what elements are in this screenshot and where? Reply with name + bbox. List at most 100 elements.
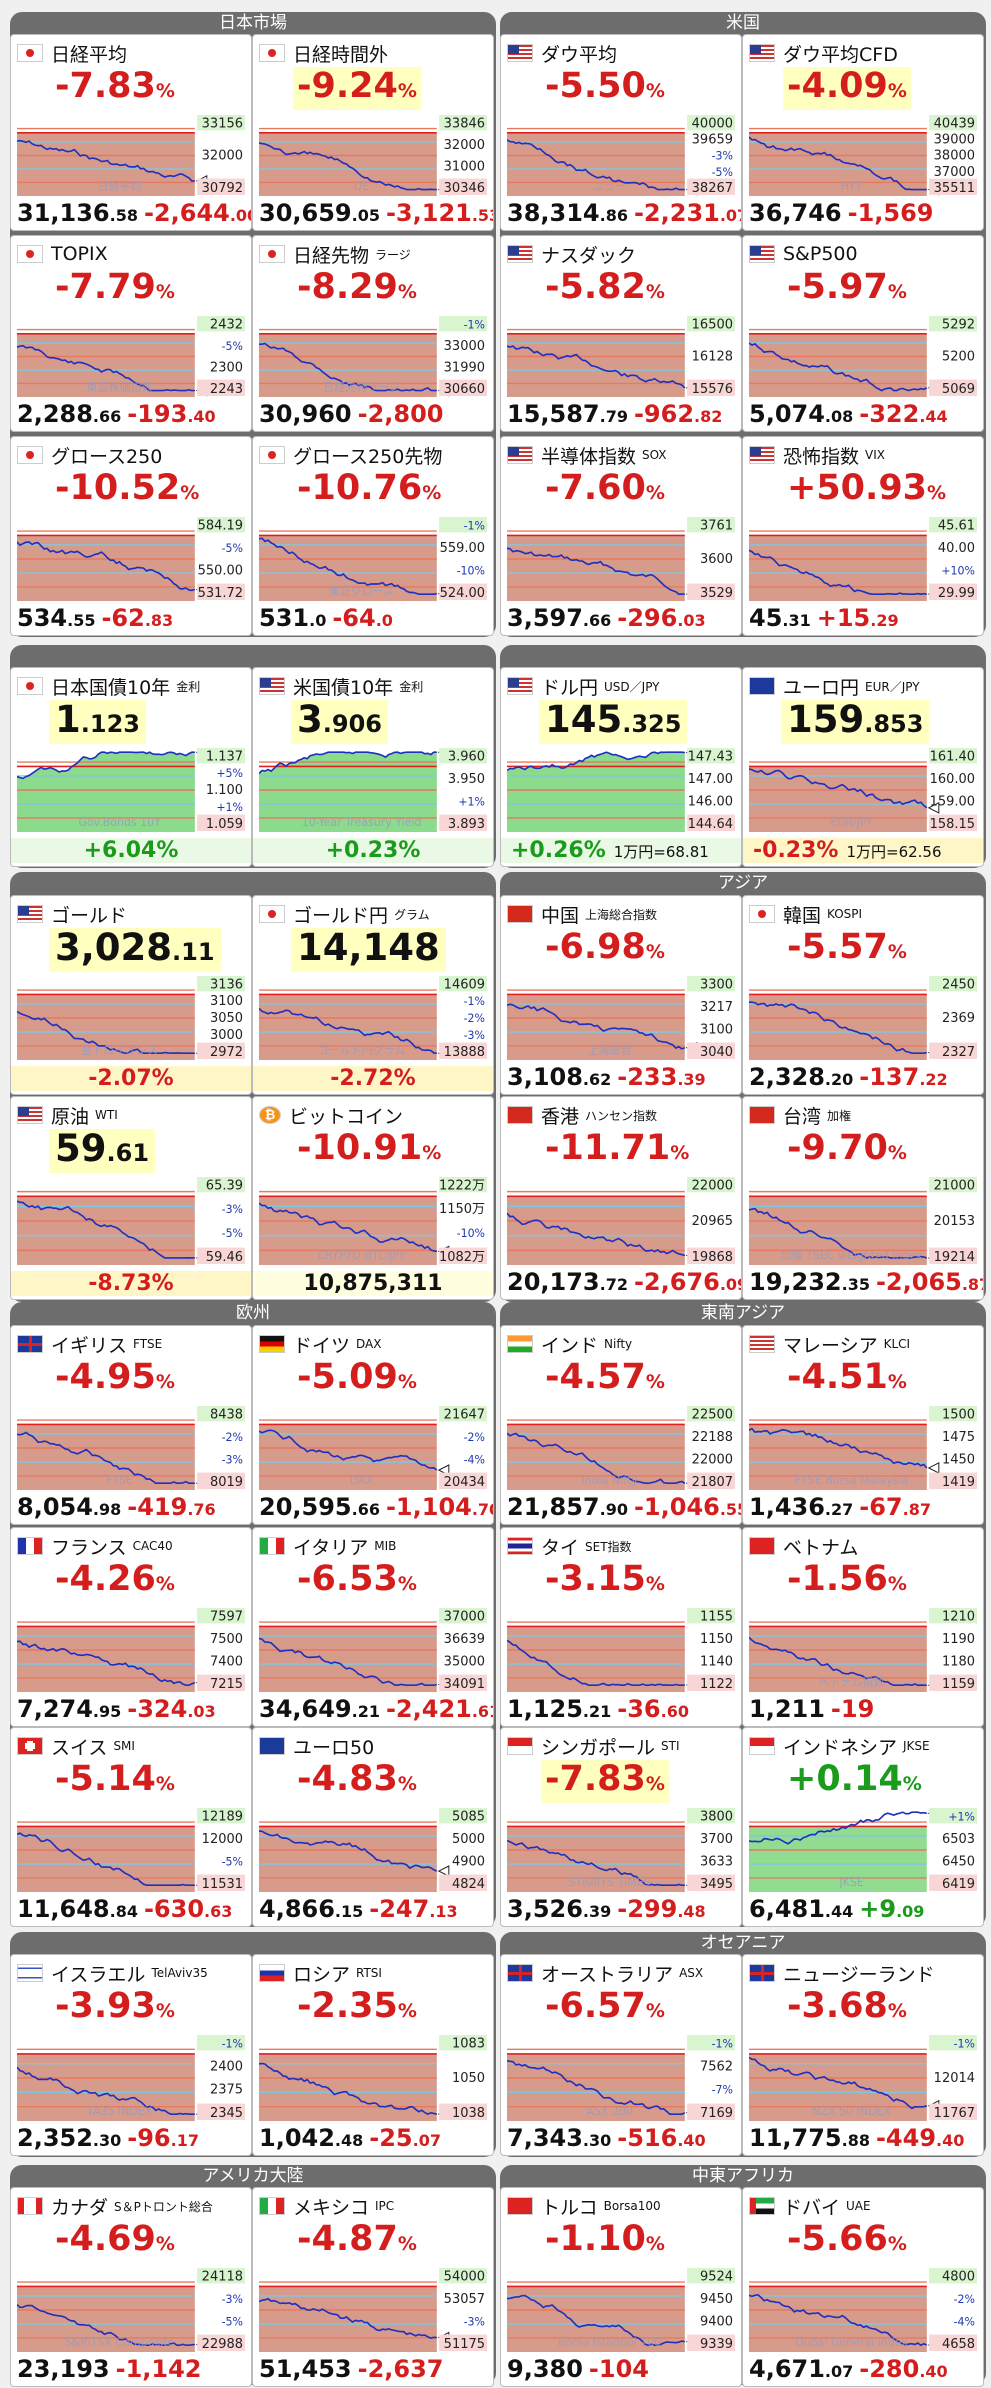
market-tile[interactable]: マレーシア KLCI -4.51% 1500 1475 1450 1419 FTSE Burs… — [742, 1325, 984, 1525]
price-chart[interactable]: 1210 1190 1180 1159 ベトナム指数 — [749, 1608, 977, 1692]
market-tile[interactable]: インド Nifty -4.57% 22500 22188 22000 21807 India … — [500, 1325, 742, 1525]
price-chart[interactable]: 147.43 147.00 146.00 144.64 — [507, 748, 735, 832]
price-chart[interactable]: 12189 12000 -5% 11531 — [17, 1808, 245, 1892]
price-chart[interactable]: -1% 559.00 -10% 524.00 東証グロース — [259, 517, 487, 601]
market-tile[interactable]: ゴールド 3,028.11 3136 3100 3050 3000 2972 金トロイオンス -… — [10, 895, 252, 1095]
chart-area: 161.40 160.00 159.00 158.15 EUR/JPY — [749, 748, 977, 832]
price-chart[interactable]: 22500 22188 22000 21807 India Nifty — [507, 1406, 735, 1490]
market-tile[interactable]: 日経先物 ラージ -8.29% -1% 33000 31990 30660 日経先物ラージ 30… — [252, 235, 494, 432]
price-chart[interactable]: 21647 -2% -4% 20434 DAX — [259, 1406, 487, 1490]
price-chart[interactable]: 1.137 +5% 1.100 +1% 1.059 Gov.Bonds 10Y — [17, 748, 245, 832]
price-chart[interactable]: 5292 5200 5069 — [749, 316, 977, 397]
market-tile[interactable]: グロース250先物 -10.76% -1% 559.00 -10% 524.00 東証グロー… — [252, 436, 494, 636]
market-tile[interactable]: ₿ ビットコイン -10.91% 1222万 1150万 -10% 1082万 CRYPTO … — [252, 1096, 494, 1300]
market-tile[interactable]: イギリス FTSE -4.95% 8438 -2% -3% 8019 FTSE 8,054.98… — [10, 1325, 252, 1525]
market-tile[interactable]: インドネシア JKSE +0.14% +1% 6503 6450 6419 JKSE 6,481… — [742, 1727, 984, 1927]
price-chart[interactable]: 1500 1475 1450 1419 FTSE Bursa Malaysia — [749, 1406, 977, 1490]
market-tile[interactable]: イスラエル TelAviv35 -3.93% -1% 2400 2375 2345 TA35 … — [10, 1954, 252, 2156]
market-subtitle: 上海総合指数 — [585, 907, 658, 922]
market-tile[interactable]: ユーロ円 EUR／JPY 159.853 161.40 160.00 159.00 158.… — [742, 667, 984, 867]
price-chart[interactable]: 2432 -5% 2300 2243 東証株価指数 — [17, 316, 245, 397]
market-tile[interactable]: ニュージーランド -3.68% -1% 12014 11767 NZX 50 INDEX 1… — [742, 1954, 984, 2156]
price-chart[interactable]: 54000 53057 -3% 51175 — [259, 2268, 487, 2352]
market-tile[interactable]: カナダ S＆Pトロント総合 -4.69% 24118 -3% -5% 22988 S&P/TS… — [10, 2187, 252, 2387]
price-chart[interactable]: 14609 -1% -2% -3% 13888 ゴールド円グラム — [259, 976, 487, 1060]
price-chart[interactable]: 22000 20965 19868 — [507, 1177, 735, 1265]
market-tile[interactable]: 香港 ハンセン指数 -11.71% 22000 20965 19868 20,173.72-… — [500, 1096, 742, 1300]
market-tile[interactable]: TOPIX -7.79% 2432 -5% 2300 2243 東証株価指数 2,288.66… — [10, 235, 252, 432]
price-chart[interactable]: 7597 7500 7400 7215 — [17, 1608, 245, 1692]
market-tile[interactable]: フランス CAC40 -4.26% 7597 7500 7400 7215 7,274.95-… — [10, 1527, 252, 1727]
price-chart[interactable]: 33846 32000 31000 30346 DE — [259, 115, 487, 196]
price-chart[interactable]: 3136 3100 3050 3000 2972 金トロイオンス — [17, 976, 245, 1060]
market-tile[interactable]: ベトナム -1.56% 1210 1190 1180 1159 ベトナム指数 1,211 -19 — [742, 1527, 984, 1727]
market-tile[interactable]: 日経時間外 -9.24% 33846 32000 31000 30346 DE 30,659.… — [252, 34, 494, 231]
market-tile[interactable]: 米国債10年 金利 3.906 3.960 3.950 +1% 3.893 10-Year T… — [252, 667, 494, 867]
chart-area: 22000 20965 19868 — [507, 1177, 735, 1265]
market-tile[interactable]: 中国 上海総合指数 -6.98% 3300 3217 3100 3040 上海総合 3,108.… — [500, 895, 742, 1095]
axis-tick: 3100 — [210, 994, 243, 1009]
market-tile[interactable]: ダウ平均 -5.50% 40000 39659 -3% -5% 38267 ニュー 38,314… — [500, 34, 742, 231]
price-chart[interactable]: 3761 3600 3529 — [507, 517, 735, 601]
market-tile[interactable]: ドル円 USD／JPY 145.325 147.43 147.00 146.00 144.6… — [500, 667, 742, 867]
price-chart[interactable]: 1083 1050 1038 — [259, 2035, 487, 2121]
price-chart[interactable]: 3800 3700 3633 3495 STRAITS TIMES — [507, 1808, 735, 1892]
axis-tick: 3217 — [700, 1000, 733, 1015]
axis-tick: -4% — [464, 1453, 485, 1466]
market-tile[interactable]: 日本国債10年 金利 1.123 1.137 +5% 1.100 +1% 1.059 Gov.B… — [10, 667, 252, 867]
market-tile[interactable]: ゴールド円 グラム 14,148 14609 -1% -2% -3% 13888 ゴールド円グラ… — [252, 895, 494, 1095]
market-tile[interactable]: 恐怖指数 VIX +50.93% 45.61 40.00 +10% 29.99 45.31 +1… — [742, 436, 984, 636]
price-chart[interactable]: 16500 16128 15576 — [507, 316, 735, 397]
market-tile[interactable]: イタリア MIB -6.53% 37000 36639 35000 34091 34,649.… — [252, 1527, 494, 1727]
market-tile[interactable]: S&P500 -5.97% 5292 5200 5069 5,074.08 -322.44 — [742, 235, 984, 432]
price-chart[interactable]: 4800 -2% -4% 4658 Dubai General Index — [749, 2268, 977, 2352]
price-chart[interactable]: 5085 5000 4900 4824 — [259, 1808, 487, 1892]
price-chart[interactable]: 3300 3217 3100 3040 上海総合 — [507, 976, 735, 1060]
price-chart[interactable]: 8438 -2% -3% 8019 FTSE — [17, 1406, 245, 1490]
price-footer: 2,328.20 -137.22 — [749, 1063, 948, 1091]
market-tile[interactable]: グロース250 -10.52% 584.19 -5% 550.00 531.72 534.5… — [10, 436, 252, 636]
market-tile[interactable]: ユーロ50 -4.83% 5085 5000 4900 4824 4,866.15 -247.… — [252, 1727, 494, 1927]
price-chart[interactable]: 45.61 40.00 +10% 29.99 — [749, 517, 977, 601]
market-tile[interactable]: トルコ Borsa100 -1.10% 9524 9450 9400 9339 Borsa I… — [500, 2187, 742, 2387]
market-tile[interactable]: タイ SET指数 -3.15% 1155 1150 1140 1122 1,125.21 -36… — [500, 1527, 742, 1727]
axis-tick: 30792 — [202, 181, 243, 196]
market-tile[interactable]: メキシコ IPC -4.87% 54000 53057 -3% 51175 51,453 -2,… — [252, 2187, 494, 2387]
price-chart[interactable]: 2450 2369 2327 — [749, 976, 977, 1060]
market-tile[interactable]: ドイツ DAX -5.09% 21647 -2% -4% 20434 DAX 20,595.66… — [252, 1325, 494, 1525]
market-tile[interactable]: オーストラリア ASX -6.57% -1% 7562 -7% 7169 ASX 200 7,3… — [500, 1954, 742, 2156]
price-chart[interactable]: 161.40 160.00 159.00 158.15 EUR/JPY — [749, 748, 977, 832]
market-tile[interactable]: 台湾 加権 -9.70% 21000 20153 19214 加権 TSEC weighte… — [742, 1096, 984, 1300]
price-chart[interactable]: -1% 2400 2375 2345 TA35 INDEX — [17, 2035, 245, 2121]
price-chart[interactable]: 21000 20153 19214 加権 TSEC weighted Index — [749, 1177, 977, 1265]
market-tile[interactable]: スイス SMI -5.14% 12189 12000 -5% 11531 11,648.84-… — [10, 1727, 252, 1927]
price-chart[interactable]: 33156 32000 30792 日経平均 — [17, 115, 245, 196]
point-change: -25.07 — [369, 2124, 441, 2152]
price-chart[interactable]: 3.960 3.950 +1% 3.893 10-Year Treasury Yield — [259, 748, 487, 832]
market-name: 香港 ハンセン指数 — [507, 1101, 657, 1129]
market-tile[interactable]: ロシア RTSI -2.35% 1083 1050 1038 1,042.48 -25.07 — [252, 1954, 494, 2156]
price-chart[interactable]: 1222万 1150万 -10% 1082万 CRYPTO BTC/JPY — [259, 1177, 487, 1265]
market-tile[interactable]: 原油 WTI 59.61 65.39 -3% -5% 59.46 -8.73% — [10, 1096, 252, 1300]
market-tile[interactable]: ダウ平均CFD -4.09% 40439 39000 38000 37000 35511 HY… — [742, 34, 984, 231]
price-chart[interactable]: 65.39 -3% -5% 59.46 — [17, 1177, 245, 1265]
market-tile[interactable]: ナスダック -5.82% 16500 16128 15576 15,587.79 -962.… — [500, 235, 742, 432]
market-tile[interactable]: 日経平均 -7.83% 33156 32000 30792 日経平均 31,136.58 -2… — [10, 34, 252, 231]
point-change: -3,121.53 — [385, 199, 493, 227]
price-chart[interactable]: +1% 6503 6450 6419 JKSE — [749, 1808, 977, 1892]
price-chart[interactable]: 24118 -3% -5% 22988 S&P/TSX Composite — [17, 2268, 245, 2352]
price-chart[interactable]: 584.19 -5% 550.00 531.72 — [17, 517, 245, 601]
price-chart[interactable]: -1% 33000 31990 30660 日経先物ラージ — [259, 316, 487, 397]
price-chart[interactable]: 1155 1150 1140 1122 — [507, 1608, 735, 1692]
point-change: -1,142 — [115, 2355, 202, 2383]
market-tile[interactable]: ドバイ UAE -5.66% 4800 -2% -4% 4658 Dubai General … — [742, 2187, 984, 2387]
price-chart[interactable]: -1% 7562 -7% 7169 ASX 200 — [507, 2035, 735, 2121]
price-chart[interactable]: 9524 9450 9400 9339 Borsa Istanbul 100 — [507, 2268, 735, 2352]
market-tile[interactable]: シンガポール STI -7.83% 3800 3700 3633 3495 STRAITS T… — [500, 1727, 742, 1927]
market-tile[interactable]: 韓国 KOSPI -5.57% 2450 2369 2327 2,328.20 -137.22 — [742, 895, 984, 1095]
price-chart[interactable]: 37000 36639 35000 34091 — [259, 1608, 487, 1692]
market-tile[interactable]: 半導体指数 SOX -7.60% 3761 3600 3529 3,597.66 -296.0… — [500, 436, 742, 636]
price-chart[interactable]: -1% 12014 11767 NZX 50 INDEX — [749, 2035, 977, 2121]
